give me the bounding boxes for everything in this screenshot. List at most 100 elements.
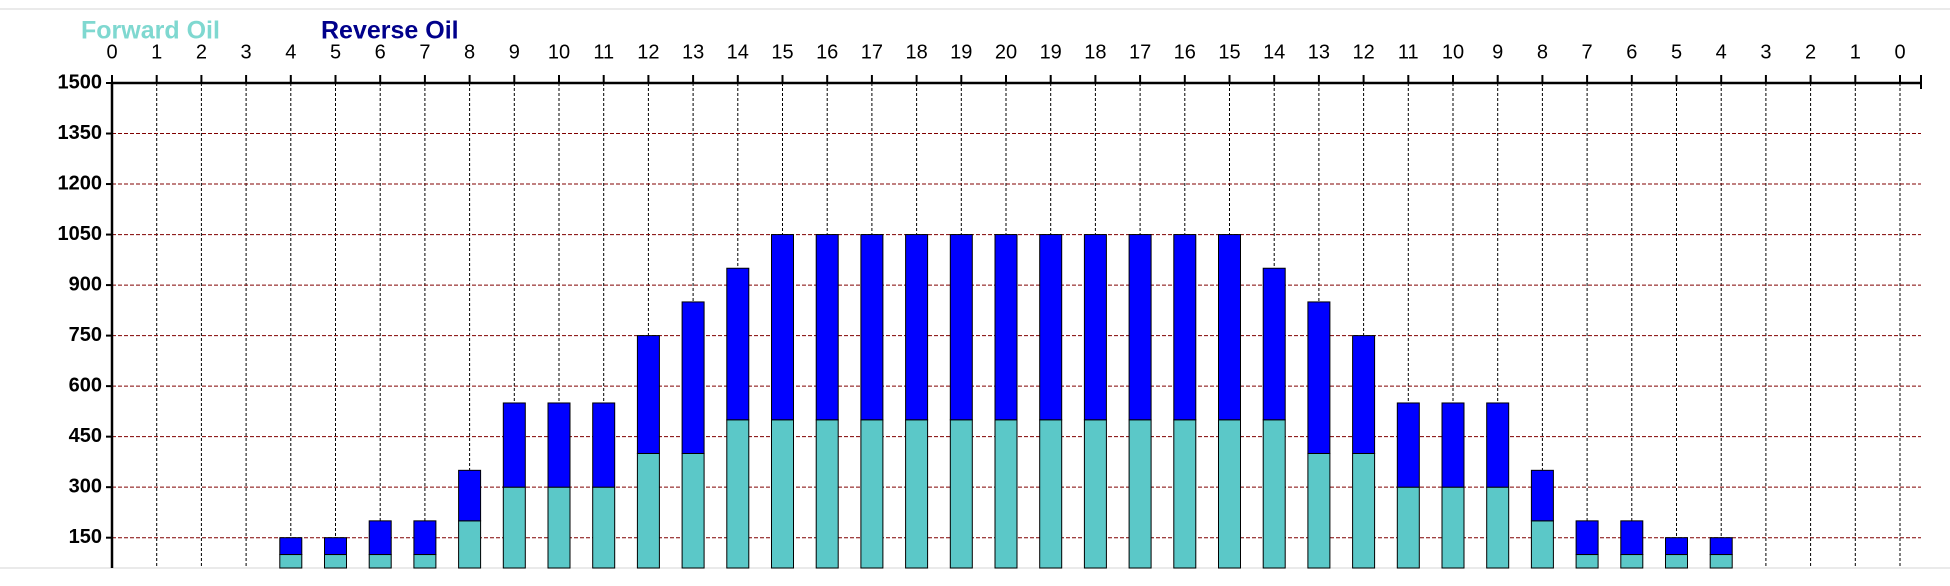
bar-segment (636, 452, 660, 569)
bar-segment (815, 234, 839, 421)
bar-segment (771, 234, 794, 421)
bar-segment (1218, 419, 1241, 569)
bar-segment (994, 234, 1018, 421)
bar-segment (458, 520, 482, 569)
x-tick-label: 18 (905, 41, 927, 63)
bar-segment (1039, 419, 1063, 569)
bar-segment (1620, 554, 1644, 569)
x-tick-label: 12 (637, 41, 659, 63)
bar-segment (949, 234, 973, 421)
bar-segment (368, 520, 392, 556)
bar-segment (1352, 335, 1376, 454)
bar-segment (1620, 520, 1644, 556)
bar-segment (1575, 520, 1599, 556)
x-tick-label: 17 (861, 41, 883, 63)
bar-segment (502, 486, 526, 569)
x-tick-label: 16 (1174, 41, 1196, 63)
bar-segment (1709, 537, 1733, 556)
y-tick-label: 900 (69, 273, 102, 295)
bar-segment (1039, 234, 1063, 421)
bar-segment (1173, 234, 1197, 421)
bar-segment (1441, 486, 1465, 569)
bar-segment (324, 537, 347, 556)
bar-segment (860, 234, 884, 421)
bar-segment (324, 554, 347, 569)
bar-segment (1262, 419, 1286, 569)
bar-segment (1307, 301, 1331, 454)
x-tick-label: 1 (1850, 41, 1861, 63)
bar-segment (413, 554, 437, 569)
x-tick-label: 17 (1129, 41, 1151, 63)
bar-segment (592, 486, 616, 569)
bar-segment (1218, 234, 1241, 421)
x-tick-label: 19 (950, 41, 972, 63)
legend-entry: Forward Oil (81, 17, 220, 45)
y-tick-label: 300 (69, 475, 102, 497)
x-tick-label: 20 (995, 41, 1017, 63)
x-tick-label: 4 (1716, 41, 1727, 63)
bar-segment (905, 419, 929, 569)
bar-segment (1083, 419, 1107, 569)
x-tick-label: 12 (1352, 41, 1374, 63)
bar-segment (547, 402, 571, 488)
x-tick-label: 0 (106, 41, 117, 63)
x-tick-label: 0 (1894, 41, 1905, 63)
x-tick-label: 13 (1308, 41, 1330, 63)
x-tick-label: 8 (464, 41, 475, 63)
y-tick-label: 1350 (58, 122, 103, 144)
bar-segment (1486, 402, 1510, 488)
x-tick-label: 4 (285, 41, 296, 63)
bar-segment (1530, 520, 1554, 569)
x-tick-label: 3 (241, 41, 252, 63)
x-tick-label: 14 (1263, 41, 1285, 63)
bar-segment (1396, 402, 1420, 488)
bar-segment (1396, 486, 1420, 569)
bar-segment (279, 537, 303, 556)
bar-segment (1575, 554, 1599, 569)
bar-segment (1352, 452, 1376, 569)
bar-segment (1486, 486, 1510, 569)
bar-segment (771, 419, 794, 569)
bar-segment (726, 419, 750, 569)
x-tick-label: 10 (1442, 41, 1464, 63)
x-tick-label: 1 (151, 41, 162, 63)
x-tick-label: 2 (196, 41, 207, 63)
x-tick-label: 13 (682, 41, 704, 63)
y-tick-label: 150 (69, 526, 102, 548)
x-tick-label: 6 (1626, 41, 1637, 63)
bar-segment (636, 335, 660, 454)
bar-segment (368, 554, 392, 569)
x-tick-label: 9 (1492, 41, 1503, 63)
bar-segment (458, 469, 482, 522)
y-tick-label: 450 (69, 425, 102, 447)
bar-segment (1665, 537, 1688, 556)
bar-segment (413, 520, 437, 556)
x-tick-label: 10 (548, 41, 570, 63)
bar-segment (1441, 402, 1465, 488)
bar-segment (1083, 234, 1107, 421)
bar-segment (681, 301, 705, 454)
y-tick-label: 600 (69, 374, 102, 396)
y-tick-label: 750 (69, 324, 102, 346)
legend-entry: Reverse Oil (321, 17, 459, 45)
bar-segment (1709, 554, 1733, 569)
bar-segment (815, 419, 839, 569)
x-tick-label: 11 (1398, 41, 1419, 63)
bar-segment (949, 419, 973, 569)
x-tick-label: 15 (771, 41, 793, 63)
y-tick-label: 1050 (58, 223, 103, 245)
x-tick-label: 5 (1671, 41, 1682, 63)
y-tick-label: 1500 (58, 71, 103, 93)
x-tick-label: 11 (593, 41, 614, 63)
y-tick-label: 1200 (58, 172, 103, 194)
bar-segment (726, 267, 750, 421)
x-tick-label: 7 (1582, 41, 1593, 63)
x-tick-label: 19 (1040, 41, 1062, 63)
x-tick-label: 18 (1084, 41, 1106, 63)
x-tick-label: 2 (1805, 41, 1816, 63)
bar-segment (592, 402, 616, 488)
bar-segment (547, 486, 571, 569)
bar-segment (1128, 419, 1152, 569)
bar-segment (1307, 452, 1331, 569)
